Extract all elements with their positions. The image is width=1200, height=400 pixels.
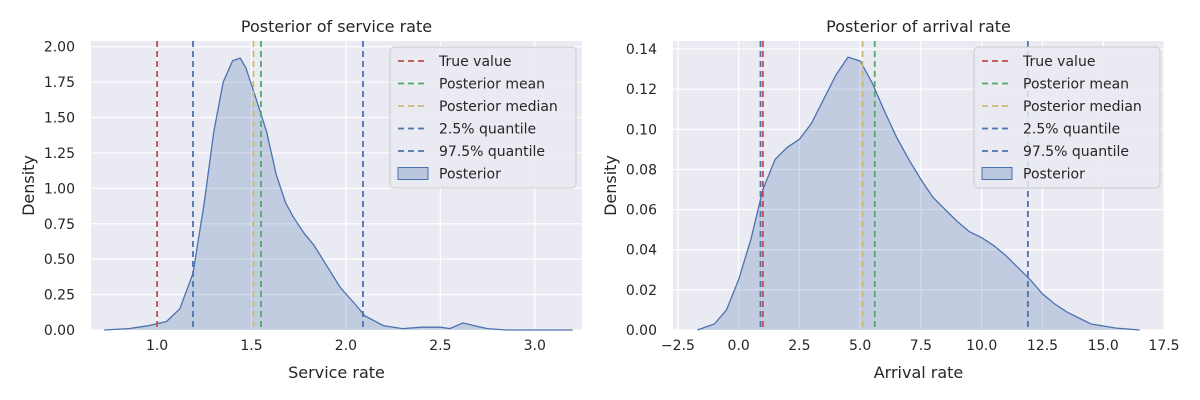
y-tick-label: 1.75 <box>44 75 75 91</box>
x-tick-label: 2.5 <box>788 338 810 354</box>
y-tick-label: 0.25 <box>44 288 75 304</box>
legend-label: Posterior mean <box>439 77 545 93</box>
x-tick-label: 2.5 <box>429 338 451 354</box>
legend-label: True value <box>1022 54 1095 70</box>
posterior-curve <box>104 57 573 331</box>
legend-label: Posterior <box>1023 167 1085 183</box>
x-tick-label: 7.5 <box>910 338 932 354</box>
x-tick-label: 1.0 <box>146 338 168 354</box>
y-axis-label: Density <box>19 155 38 216</box>
legend-label: 2.5% quantile <box>1023 122 1120 138</box>
x-tick-label: 12.5 <box>1027 338 1058 354</box>
legend: True value Posterior mean Posterior median… <box>973 46 1161 189</box>
y-tick-label: 0.00 <box>44 323 75 339</box>
chart-title: Posterior of service rate <box>241 17 432 36</box>
x-tick-label: −2.5 <box>661 338 695 354</box>
x-tick-label: 15.0 <box>1088 338 1119 354</box>
y-tick-label: 0.14 <box>626 42 657 58</box>
y-tick-label: 1.50 <box>44 111 75 127</box>
posterior-area <box>697 57 1140 330</box>
chart-service-rate: 1.0 1.5 2.0 2.5 3.0 0.00 0.25 0.50 0.75 1.00 1.25… <box>19 17 582 382</box>
legend-label: 2.5% quantile <box>439 122 536 138</box>
x-tick-label: 17.5 <box>1148 338 1179 354</box>
chart-arrival-rate: −2.5 0.0 2.5 5.0 7.5 10.0 12.5 15.0 17.5 0.00 0.0… <box>601 17 1180 382</box>
legend-label: 97.5% quantile <box>1023 144 1129 160</box>
legend-label: True value <box>438 54 511 70</box>
x-tick-label: 5.0 <box>849 338 871 354</box>
y-axis-label: Density <box>601 155 620 216</box>
y-tick-label: 0.04 <box>626 243 657 259</box>
x-tick-label: 10.0 <box>966 338 997 354</box>
legend-label: Posterior <box>439 167 501 183</box>
chart-title: Posterior of arrival rate <box>826 17 1011 36</box>
posterior-area <box>104 58 573 330</box>
legend-label: 97.5% quantile <box>439 144 545 160</box>
legend-box <box>973 46 1161 189</box>
x-tick-label: 2.0 <box>335 338 357 354</box>
legend-swatch <box>981 167 1013 180</box>
x-axis-label: Service rate <box>288 363 385 382</box>
x-tick-label: 3.0 <box>524 338 546 354</box>
x-tick-label: 1.5 <box>240 338 262 354</box>
legend: True value Posterior mean Posterior median… <box>389 46 577 189</box>
legend-label: Posterior median <box>439 99 558 115</box>
y-tick-label: 1.00 <box>44 181 75 197</box>
x-tick-label: 0.0 <box>727 338 749 354</box>
x-axis-label: Arrival rate <box>874 363 964 382</box>
posterior-curve <box>697 56 1140 331</box>
legend-label: Posterior mean <box>1023 77 1129 93</box>
y-tick-label: 1.25 <box>44 146 75 162</box>
y-tick-label: 0.08 <box>626 162 657 178</box>
legend-label: Posterior median <box>1023 99 1142 115</box>
y-tick-label: 2.00 <box>44 40 75 56</box>
y-tick-label: 0.50 <box>44 252 75 268</box>
y-tick-label: 0.06 <box>626 203 657 219</box>
legend-swatch <box>397 167 429 180</box>
y-tick-label: 0.10 <box>626 122 657 138</box>
y-tick-label: 0.75 <box>44 217 75 233</box>
y-tick-label: 0.02 <box>626 283 657 299</box>
y-tick-label: 0.12 <box>626 82 657 98</box>
legend-box <box>389 46 577 189</box>
y-tick-label: 0.00 <box>626 323 657 339</box>
